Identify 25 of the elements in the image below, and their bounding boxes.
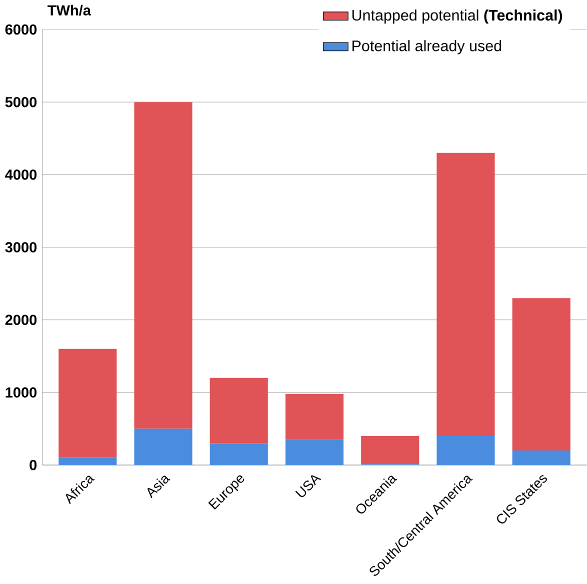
legend-label: Untapped potential (Technical) (352, 9, 562, 24)
y-tick-label: 2000 (5, 314, 37, 325)
bar (134, 102, 192, 429)
y-tick-label: 0 (30, 460, 37, 470)
y-tick-label: 6000 (5, 24, 37, 34)
bar (58, 348, 117, 458)
y-tick-label: 4000 (5, 169, 37, 180)
y-tick-label: 5000 (5, 96, 37, 108)
legend-label: Potential already used (352, 40, 502, 54)
y-axis-title: TWh/a (48, 4, 92, 16)
bar (285, 439, 344, 465)
bar (512, 298, 570, 450)
bar (285, 394, 344, 440)
bar (361, 436, 420, 464)
y-tick-label: 3000 (5, 242, 37, 252)
bar (210, 378, 268, 444)
bar (58, 458, 117, 465)
bar (210, 443, 268, 465)
bar (512, 450, 570, 465)
bar (134, 428, 192, 465)
x-tick-label: Asia (147, 476, 170, 498)
bar (436, 152, 495, 436)
bar (436, 436, 495, 465)
x-tick-label: USA (295, 474, 322, 497)
y-tick-label: 1000 (6, 387, 37, 398)
